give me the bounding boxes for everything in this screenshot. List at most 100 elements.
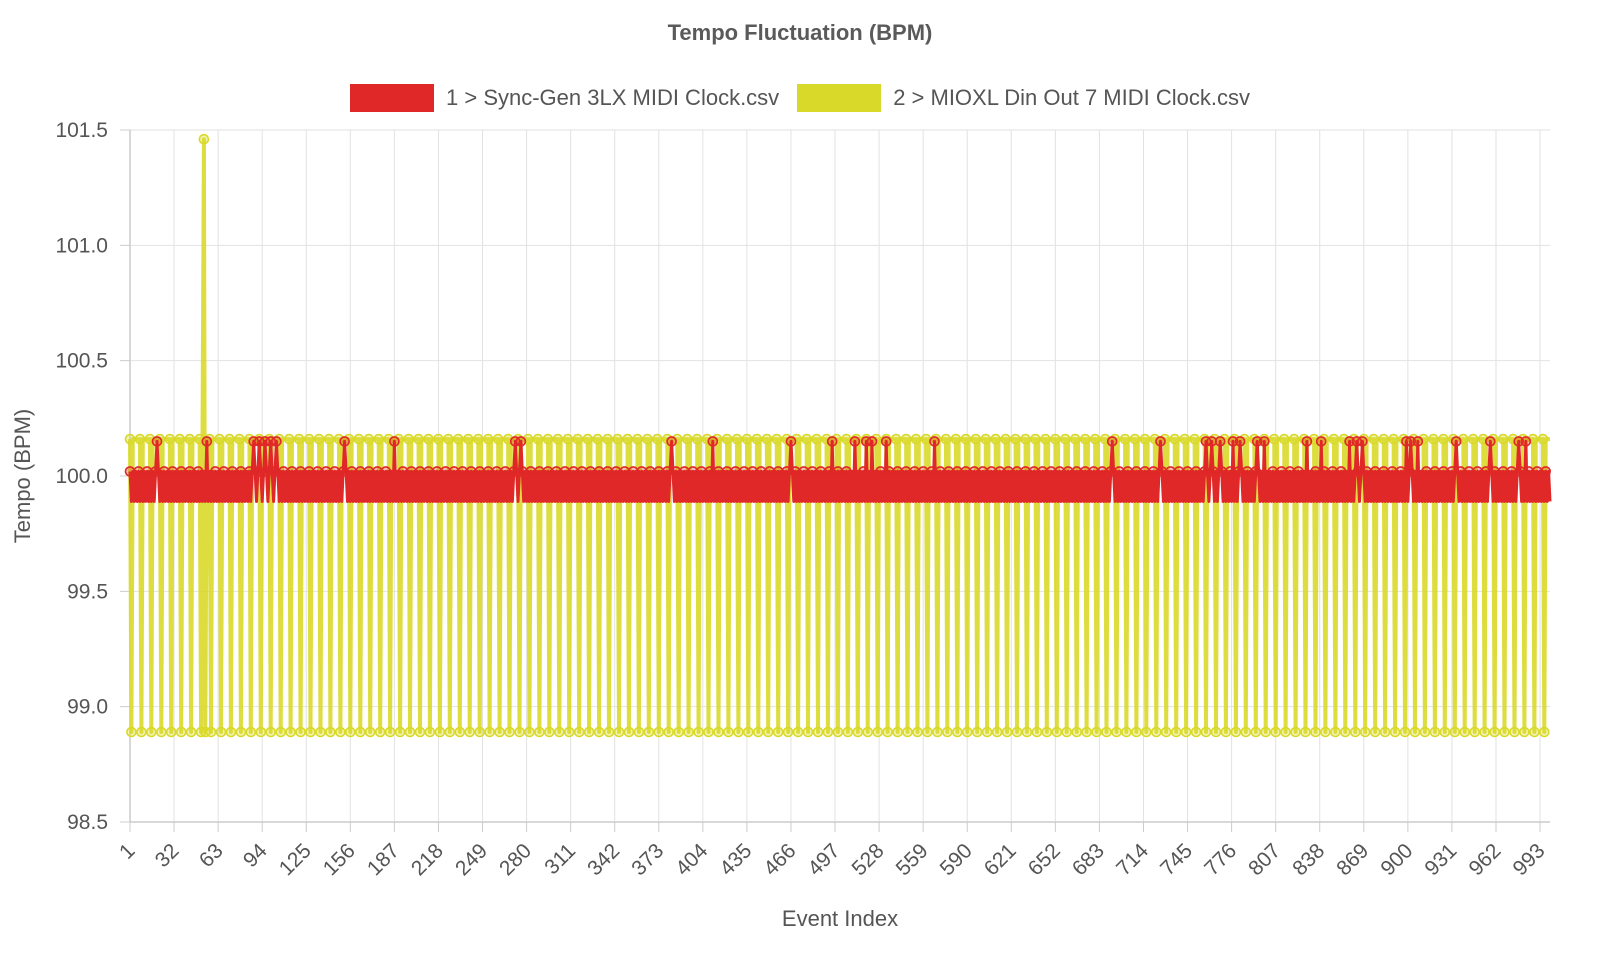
series-2-point (582, 433, 594, 445)
series-2-point (882, 726, 893, 738)
series-2-point (1328, 433, 1340, 445)
series-1-point (346, 466, 358, 477)
series-1-point (1054, 466, 1065, 477)
series-2-point (1288, 433, 1300, 445)
series-2-point (900, 433, 912, 445)
series-2-point (1170, 726, 1182, 738)
series-2-point (583, 726, 595, 738)
y-tick-label: 100.5 (55, 350, 108, 373)
series-2-point (552, 433, 564, 445)
series-2-point (782, 726, 794, 738)
series-2-point (602, 433, 613, 445)
series-1-point (406, 466, 417, 477)
legend-item-series-1[interactable]: 1 > Sync-Gen 3LX MIDI Clock.csv (350, 84, 779, 112)
series-2-point (941, 726, 953, 738)
x-tick-label: 714 (1112, 839, 1153, 880)
series-1-point (704, 466, 716, 477)
series-2-point (452, 433, 464, 445)
series-2-point (1151, 726, 1162, 738)
series-2-point (1378, 433, 1389, 445)
x-tick-label: 807 (1244, 839, 1285, 880)
x-tick-label: 652 (1024, 839, 1065, 880)
x-tick-label: 249 (451, 839, 492, 880)
series-2-point (404, 726, 416, 738)
series-2-point (643, 726, 655, 738)
series-1-point (1139, 466, 1151, 477)
x-tick-label: 94 (239, 839, 272, 872)
series-2-point (164, 433, 176, 445)
series-1-point (994, 466, 1006, 477)
series-1-point (158, 466, 170, 477)
series-2-line (128, 137, 1551, 734)
series-1-point (329, 466, 341, 477)
series-2-point (922, 726, 933, 738)
x-tick-label: 776 (1200, 839, 1241, 880)
series-2-point (1507, 433, 1519, 445)
series-2-point (124, 433, 136, 445)
series-2-point (255, 726, 267, 738)
series-1-group (124, 436, 1552, 503)
series-2-point (771, 433, 783, 445)
series-2-point (701, 433, 713, 445)
series-1-point (1513, 436, 1524, 447)
x-tick-label: 311 (540, 839, 580, 879)
series-1-point (960, 466, 972, 477)
series-1-point (815, 466, 827, 477)
series-2-point (374, 726, 386, 738)
series-2-point (1509, 726, 1520, 738)
series-2-point (1089, 433, 1101, 445)
series-2-point (1389, 726, 1401, 738)
series-2-point (305, 726, 316, 738)
x-tick-label: 838 (1288, 839, 1329, 880)
series-2-point (1300, 726, 1311, 738)
series-2-point (1459, 726, 1470, 738)
series-2-point (671, 433, 683, 445)
series-2-point (563, 726, 575, 738)
series-2-point (1270, 726, 1281, 738)
series-2-point (1268, 433, 1280, 445)
series-2-point (651, 433, 663, 445)
series-1-point (499, 466, 511, 477)
series-2-point (383, 433, 395, 445)
series-1-point (1318, 466, 1330, 477)
series-2-point (275, 726, 287, 738)
series-1-point (1097, 466, 1108, 477)
series-1-point (491, 466, 503, 477)
series-2-point (1051, 726, 1063, 738)
series-1-point (337, 466, 349, 477)
series-1-point (679, 466, 690, 477)
series-1-point (423, 466, 434, 477)
series-2-point (751, 433, 763, 445)
x-tick-label: 1 (115, 839, 140, 864)
series-2-point (313, 433, 325, 445)
series-1-point (687, 466, 699, 477)
legend-item-series-2[interactable]: 2 > MIOXL Din Out 7 MIDI Clock.csv (797, 84, 1250, 112)
x-tick-label: 187 (363, 839, 404, 880)
series-1-point (1485, 436, 1496, 447)
series-2-point (364, 726, 376, 738)
series-1-point (1310, 466, 1321, 477)
series-1-point (1352, 466, 1364, 477)
series-2-point (472, 433, 484, 445)
series-2-point (514, 726, 525, 738)
series-1-point (525, 466, 537, 477)
chart-title: Tempo Fluctuation (BPM) (667, 20, 933, 45)
series-2-point (1429, 726, 1441, 738)
y-tick-label: 101.5 (55, 119, 108, 142)
series-2-point (862, 726, 874, 738)
series-2-point (134, 433, 146, 445)
series-1-point (1395, 466, 1407, 477)
series-2-point (1388, 433, 1399, 445)
series-1-point (1214, 436, 1226, 447)
series-1-point (515, 436, 527, 447)
series-1-point (1259, 436, 1270, 447)
series-1-point (508, 466, 520, 477)
series-2-point (683, 726, 694, 738)
series-2-point (224, 433, 235, 445)
series-1-point (1293, 466, 1304, 477)
series-1-point (875, 466, 886, 477)
series-2-point (802, 726, 814, 738)
series-2-point (1519, 726, 1530, 738)
series-2-point (812, 726, 824, 738)
series-2-point (1379, 726, 1391, 738)
